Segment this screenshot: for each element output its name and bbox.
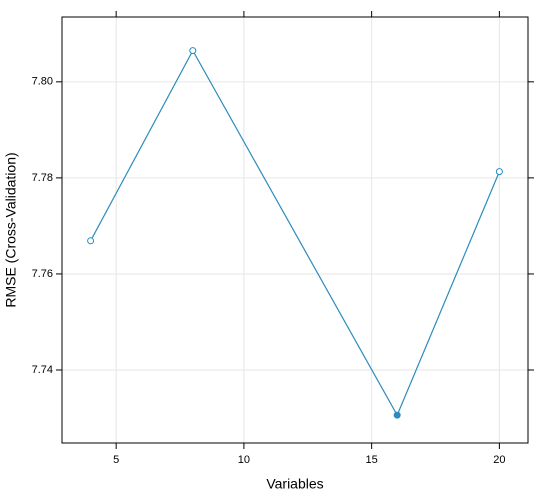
point: [393, 411, 401, 419]
x-tick-label: 10: [238, 454, 250, 466]
line: [90, 49, 500, 417]
x-tick-label: 5: [113, 454, 119, 466]
point: [189, 47, 197, 55]
x-axis-title: Variables: [266, 476, 323, 492]
y-tick-label: 7.78: [32, 172, 53, 184]
y-tick-label: 7.76: [32, 268, 53, 280]
plot-frame: [61, 16, 529, 444]
point: [87, 237, 95, 245]
y-tick-label: 7.74: [32, 364, 53, 376]
y-tick-label: 7.80: [32, 76, 53, 88]
point: [495, 168, 503, 176]
y-axis-title: RMSE (Cross-Validation): [3, 152, 19, 307]
x-tick-label: 20: [493, 454, 505, 466]
x-tick-label: 15: [366, 454, 378, 466]
